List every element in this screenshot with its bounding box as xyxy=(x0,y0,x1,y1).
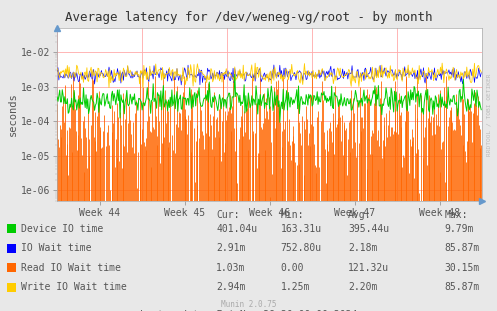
Text: 2.20m: 2.20m xyxy=(348,282,377,292)
Text: Avg:: Avg: xyxy=(348,210,371,220)
Text: Last update: Fri Nov 29 20:00:00 2024: Last update: Fri Nov 29 20:00:00 2024 xyxy=(140,310,357,311)
Text: RRDTOOL / TOBI OETIKER: RRDTOOL / TOBI OETIKER xyxy=(486,74,491,156)
Text: 121.32u: 121.32u xyxy=(348,263,389,273)
Text: Max:: Max: xyxy=(445,210,468,220)
Text: 395.44u: 395.44u xyxy=(348,224,389,234)
Text: 2.18m: 2.18m xyxy=(348,243,377,253)
Text: 30.15m: 30.15m xyxy=(445,263,480,273)
Text: 752.80u: 752.80u xyxy=(281,243,322,253)
Text: 85.87m: 85.87m xyxy=(445,282,480,292)
Text: 85.87m: 85.87m xyxy=(445,243,480,253)
Text: Write IO Wait time: Write IO Wait time xyxy=(21,282,127,292)
Text: 163.31u: 163.31u xyxy=(281,224,322,234)
Text: Munin 2.0.75: Munin 2.0.75 xyxy=(221,300,276,309)
Text: 9.79m: 9.79m xyxy=(445,224,474,234)
Text: Read IO Wait time: Read IO Wait time xyxy=(21,263,121,273)
Text: 0.00: 0.00 xyxy=(281,263,304,273)
Text: 2.91m: 2.91m xyxy=(216,243,246,253)
Text: 2.94m: 2.94m xyxy=(216,282,246,292)
Text: 401.04u: 401.04u xyxy=(216,224,257,234)
Text: Min:: Min: xyxy=(281,210,304,220)
Text: 1.03m: 1.03m xyxy=(216,263,246,273)
Text: 1.25m: 1.25m xyxy=(281,282,310,292)
Text: Device IO time: Device IO time xyxy=(21,224,103,234)
Text: IO Wait time: IO Wait time xyxy=(21,243,91,253)
Text: Average latency for /dev/weneg-vg/root - by month: Average latency for /dev/weneg-vg/root -… xyxy=(65,11,432,24)
Text: Cur:: Cur: xyxy=(216,210,240,220)
Y-axis label: seconds: seconds xyxy=(8,92,18,136)
